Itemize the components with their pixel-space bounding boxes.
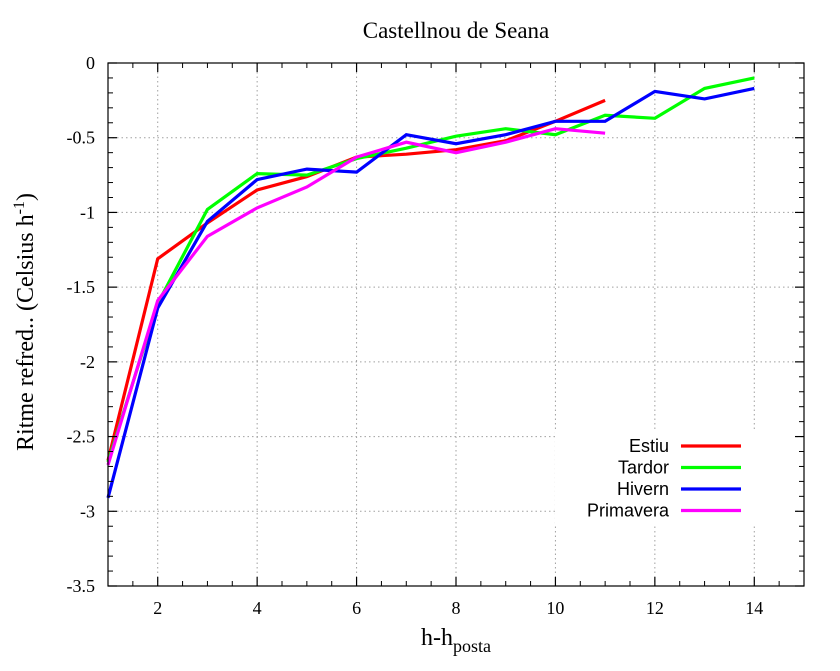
legend-label: Estiu xyxy=(629,436,669,456)
x-tick-label: 10 xyxy=(546,598,564,618)
axis-ticks xyxy=(107,62,805,587)
legend-label: Hivern xyxy=(617,479,669,499)
x-tick-label: 4 xyxy=(253,598,262,618)
series-lines xyxy=(106,76,755,499)
y-tick-label: -3 xyxy=(80,501,95,521)
y-tick-label: -2 xyxy=(80,352,95,372)
y-tick-label: -2.5 xyxy=(67,427,96,447)
x-tick-label: 6 xyxy=(352,598,361,618)
series-line-hivern xyxy=(106,86,755,499)
y-axis-label-superscript: -1 xyxy=(11,201,28,214)
x-axis-label-main: h-h xyxy=(421,625,453,651)
x-tick-label: 14 xyxy=(745,598,763,618)
x-tick-labels: 2 4 6 8 10 12 14 xyxy=(153,598,763,618)
x-tick-label: 2 xyxy=(153,598,162,618)
x-axis-label-subscript: posta xyxy=(453,636,491,656)
series-line-tardor xyxy=(106,76,755,463)
x-tick-label: 12 xyxy=(646,598,664,618)
legend-label: Primavera xyxy=(587,501,670,521)
y-tick-label: -3.5 xyxy=(67,576,96,596)
legend-background xyxy=(555,432,795,524)
y-axis-label-close: ) xyxy=(13,193,39,201)
series-line-primavera xyxy=(106,127,606,466)
y-tick-label: -1.5 xyxy=(67,277,96,297)
y-tick-labels: 0 -0.5 -1 -1.5 -2 -2.5 -3 -3.5 xyxy=(67,53,96,596)
y-tick-label: -0.5 xyxy=(67,128,96,148)
legend-label: Tardor xyxy=(618,458,669,478)
y-axis-label-main: Ritme refred.. (Celsius h xyxy=(13,214,39,451)
y-tick-label: 0 xyxy=(86,53,95,73)
chart-title: Castellnou de Seana xyxy=(363,18,550,43)
x-axis-label: h-hposta xyxy=(421,625,491,656)
y-tick-label: -1 xyxy=(80,202,95,222)
y-axis-label: Ritme refred.. (Celsius h-1) xyxy=(11,193,39,451)
x-tick-label: 8 xyxy=(452,598,461,618)
